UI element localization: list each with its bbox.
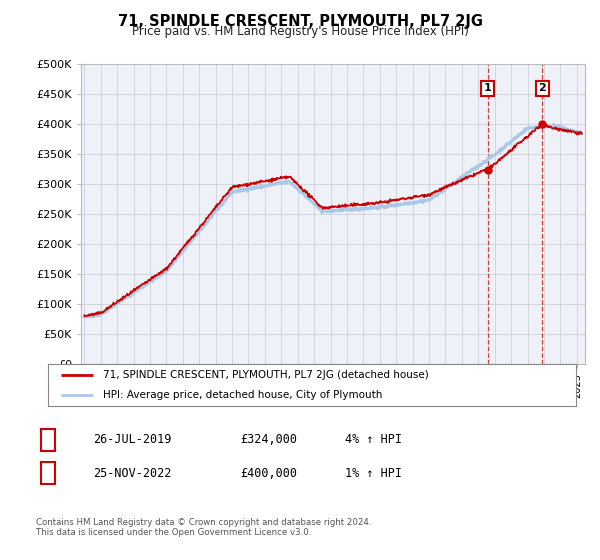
Text: Contains HM Land Registry data © Crown copyright and database right 2024.
This d: Contains HM Land Registry data © Crown c… (36, 518, 371, 538)
Text: HPI: Average price, detached house, City of Plymouth: HPI: Average price, detached house, City… (103, 390, 383, 400)
Text: 1: 1 (484, 83, 491, 94)
Text: £324,000: £324,000 (240, 433, 297, 446)
Text: 71, SPINDLE CRESCENT, PLYMOUTH, PL7 2JG: 71, SPINDLE CRESCENT, PLYMOUTH, PL7 2JG (118, 14, 482, 29)
Text: £400,000: £400,000 (240, 466, 297, 480)
Text: 26-JUL-2019: 26-JUL-2019 (93, 433, 172, 446)
Text: 2: 2 (538, 83, 546, 94)
Text: 2: 2 (44, 466, 52, 480)
Text: 71, SPINDLE CRESCENT, PLYMOUTH, PL7 2JG (detached house): 71, SPINDLE CRESCENT, PLYMOUTH, PL7 2JG … (103, 370, 429, 380)
Text: 4% ↑ HPI: 4% ↑ HPI (345, 433, 402, 446)
Text: 1% ↑ HPI: 1% ↑ HPI (345, 466, 402, 480)
Text: Price paid vs. HM Land Registry's House Price Index (HPI): Price paid vs. HM Land Registry's House … (131, 25, 469, 38)
Text: 1: 1 (44, 433, 52, 446)
Text: 25-NOV-2022: 25-NOV-2022 (93, 466, 172, 480)
